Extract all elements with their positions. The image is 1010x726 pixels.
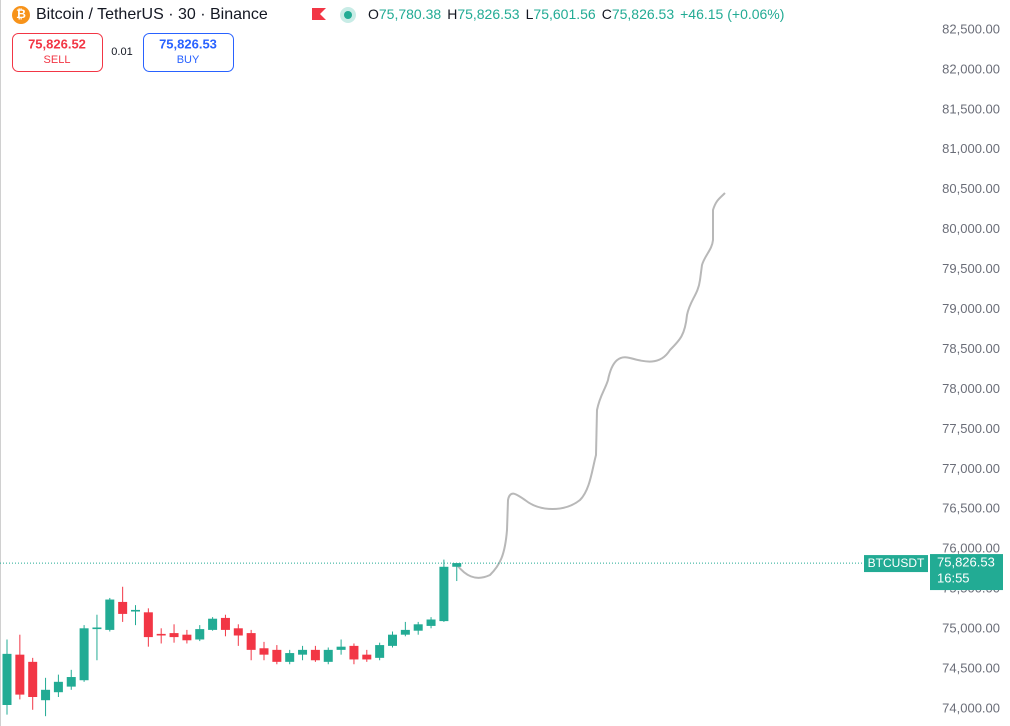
ohlc-key: C [602,6,612,22]
symbol-tag [864,555,928,573]
candle-body [131,609,140,612]
y-tick-label: 79,000.00 [942,301,1000,316]
price-tag-box [930,554,1003,591]
candle-body [169,633,179,638]
coin-icon [12,6,30,24]
candle-body [400,629,410,635]
sell-label: SELL [44,54,71,66]
candle-body [375,645,385,658]
candle-body [118,601,128,614]
candle-body [182,634,192,641]
candle-body [66,677,76,687]
y-tick-label: 76,500.00 [942,501,1000,516]
candle-body [195,629,205,640]
ohlc-value: 75,826.53 [457,6,519,22]
ohlc-value: 75,780.38 [379,6,441,22]
y-tick-label: 79,500.00 [942,261,1000,276]
candle-body [28,661,38,698]
chart-title: Bitcoin / TetherUS · 30 · Binance [36,6,268,23]
sell-price: 75,826.52 [28,36,86,51]
y-tick-label: 78,000.00 [942,381,1000,396]
candle-body [92,627,102,630]
change: +46.15 (+0.06%) [680,6,784,22]
ohlc-value: 75,826.53 [612,6,674,22]
candle-body [285,653,295,662]
y-tick-label: 81,000.00 [942,141,1000,156]
symbol-label: BTCUSDT [868,556,925,570]
candle-body [53,681,63,693]
candle-body [2,653,12,705]
candle-body [298,649,308,655]
candle-body [349,645,359,660]
y-tick-label: 74,000.00 [942,700,1000,715]
candle-body [79,628,89,681]
y-tick-label: 74,500.00 [942,660,1000,675]
candle-body [143,612,153,638]
y-tick-label: 78,500.00 [942,341,1000,356]
candle-body [323,649,333,662]
y-tick-label: 76,000.00 [942,541,1000,556]
buy-price: 75,826.53 [159,36,217,51]
candle-body [105,599,115,630]
y-tick-label: 81,500.00 [942,101,1000,116]
candles [2,559,462,717]
ohlc-key: L [526,6,534,22]
buy-label: BUY [177,54,200,66]
sell-button[interactable] [12,33,103,72]
y-tick-label: 80,500.00 [942,181,1000,196]
candle-body [259,648,269,655]
y-tick-label: 82,000.00 [942,61,1000,76]
y-tick-label: 80,000.00 [942,221,1000,236]
candle-body [439,566,449,622]
candle-body [272,649,282,662]
candle-body [310,649,320,661]
spread: 0.01 [111,46,132,58]
candle-body [156,633,166,636]
candle-body [413,624,423,631]
last-price-label: 75,826.53 [937,555,995,570]
candle-body [208,618,218,630]
ohlc-value: 75,601.56 [533,6,595,22]
flag-icon[interactable] [312,8,326,20]
coin-icon-glyph: ₿ [16,7,26,21]
candle-body [220,617,230,630]
candle-body [362,654,372,660]
candle-body [336,646,346,650]
candle-body [15,654,25,695]
ohlc-text: O75,780.38 H75,826.53 L75,601.56 C75,826.53… [368,6,784,22]
ohlc-key: H [447,6,457,22]
candle-body [246,633,256,650]
ohlc-header: O75,780.38 H75,826.53 L75,601.56 C75,826.53… [368,6,784,22]
y-tick-label: 77,000.00 [942,461,1000,476]
status-dot [344,11,352,19]
countdown: 16:55 [937,571,970,586]
buy-button[interactable] [143,33,234,72]
price-axis: 74,000.0074,500.0075,000.0075,500.0076,0… [930,21,1000,715]
projection-drawing[interactable] [456,192,726,579]
y-tick-label: 82,500.00 [942,21,1000,36]
candle-body [452,563,462,567]
y-tick-label: 75,000.00 [942,621,1000,636]
candle-body [233,628,243,636]
candle-body [426,619,436,626]
candle-body [41,689,51,701]
y-tick-label: 77,500.00 [942,421,1000,436]
candle-body [388,634,397,646]
ohlc-key: O [368,6,379,22]
